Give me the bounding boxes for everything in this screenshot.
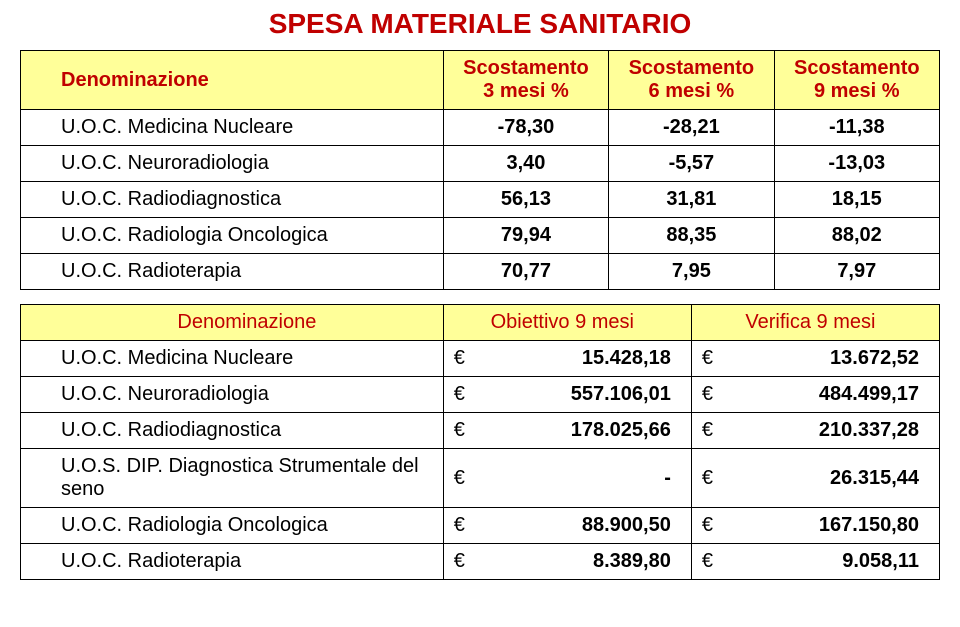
page-title: SPESA MATERIALE SANITARIO [20,8,940,40]
row-currency: €167.150,80 [691,508,939,544]
currency-value: 15.428,18 [582,347,671,370]
scostamento-table: Denominazione Scostamento3 mesi % Scosta… [20,50,940,290]
row-value: -78,30 [443,110,608,146]
row-currency: €484.499,17 [691,377,939,413]
currency-value: - [664,467,671,490]
row-name: U.O.C. Radiodiagnostica [21,182,444,218]
currency-symbol: € [454,514,465,537]
currency-symbol: € [454,550,465,573]
currency-symbol: € [702,383,713,406]
col-denominazione: Denominazione [21,51,444,110]
row-value: 3,40 [443,146,608,182]
currency-value: 9.058,11 [842,550,919,573]
table-row: U.O.C. Radiologia Oncologica79,9488,3588… [21,218,940,254]
row-currency: €88.900,50 [443,508,691,544]
currency-symbol: € [454,419,465,442]
currency-value: 8.389,80 [593,550,671,573]
table-row: U.O.C. Neuroradiologia€557.106,01€484.49… [21,377,940,413]
row-value: 7,97 [774,254,939,290]
row-currency: €13.672,52 [691,341,939,377]
table-row: U.O.C. Radioterapia€8.389,80€9.058,11 [21,544,940,580]
row-name: U.O.C. Neuroradiologia [21,377,444,413]
row-name: U.O.C. Neuroradiologia [21,146,444,182]
row-currency: €557.106,01 [443,377,691,413]
row-currency: €15.428,18 [443,341,691,377]
row-name: U.O.C. Radiologia Oncologica [21,508,444,544]
table-row: U.O.C. Neuroradiologia3,40-5,57-13,03 [21,146,940,182]
row-name: U.O.C. Medicina Nucleare [21,341,444,377]
row-name: U.O.C. Radiodiagnostica [21,413,444,449]
row-value: -5,57 [609,146,774,182]
table-row: U.O.C. Medicina Nucleare-78,30-28,21-11,… [21,110,940,146]
row-currency: €- [443,449,691,508]
table-row: U.O.S. DIP. Diagnostica Strumentale del … [21,449,940,508]
currency-value: 167.150,80 [819,514,919,537]
row-value: 70,77 [443,254,608,290]
row-value: -11,38 [774,110,939,146]
col-denominazione-2: Denominazione [21,305,444,341]
row-value: 88,35 [609,218,774,254]
row-currency: €9.058,11 [691,544,939,580]
currency-value: 13.672,52 [830,347,919,370]
row-value: 79,94 [443,218,608,254]
currency-value: 26.315,44 [830,467,919,490]
currency-symbol: € [702,347,713,370]
row-value: -13,03 [774,146,939,182]
row-currency: €210.337,28 [691,413,939,449]
row-value: 18,15 [774,182,939,218]
currency-value: 557.106,01 [571,383,671,406]
row-name: U.O.C. Radioterapia [21,254,444,290]
row-value: 31,81 [609,182,774,218]
table-header-row: Denominazione Obiettivo 9 mesi Verifica … [21,305,940,341]
table-row: U.O.C. Radiodiagnostica€178.025,66€210.3… [21,413,940,449]
currency-symbol: € [702,419,713,442]
row-name: U.O.C. Radiologia Oncologica [21,218,444,254]
currency-symbol: € [702,550,713,573]
obiettivo-table: Denominazione Obiettivo 9 mesi Verifica … [20,304,940,580]
row-name: U.O.S. DIP. Diagnostica Strumentale del … [21,449,444,508]
currency-value: 210.337,28 [819,419,919,442]
row-currency: €8.389,80 [443,544,691,580]
col-scostamento-9: Scostamento9 mesi % [774,51,939,110]
row-currency: €26.315,44 [691,449,939,508]
table-row: U.O.C. Medicina Nucleare€15.428,18€13.67… [21,341,940,377]
row-value: 7,95 [609,254,774,290]
table-row: U.O.C. Radiodiagnostica56,1331,8118,15 [21,182,940,218]
row-name: U.O.C. Medicina Nucleare [21,110,444,146]
currency-symbol: € [702,514,713,537]
table-row: U.O.C. Radiologia Oncologica€88.900,50€1… [21,508,940,544]
table-header-row: Denominazione Scostamento3 mesi % Scosta… [21,51,940,110]
row-currency: €178.025,66 [443,413,691,449]
row-value: 88,02 [774,218,939,254]
currency-symbol: € [454,383,465,406]
currency-value: 178.025,66 [571,419,671,442]
currency-value: 88.900,50 [582,514,671,537]
col-obiettivo: Obiettivo 9 mesi [443,305,691,341]
col-verifica: Verifica 9 mesi [691,305,939,341]
currency-symbol: € [454,347,465,370]
row-value: 56,13 [443,182,608,218]
col-scostamento-6: Scostamento6 mesi % [609,51,774,110]
col-scostamento-3: Scostamento3 mesi % [443,51,608,110]
currency-symbol: € [454,467,465,490]
currency-value: 484.499,17 [819,383,919,406]
row-name: U.O.C. Radioterapia [21,544,444,580]
row-value: -28,21 [609,110,774,146]
currency-symbol: € [702,467,713,490]
table-row: U.O.C. Radioterapia70,777,957,97 [21,254,940,290]
